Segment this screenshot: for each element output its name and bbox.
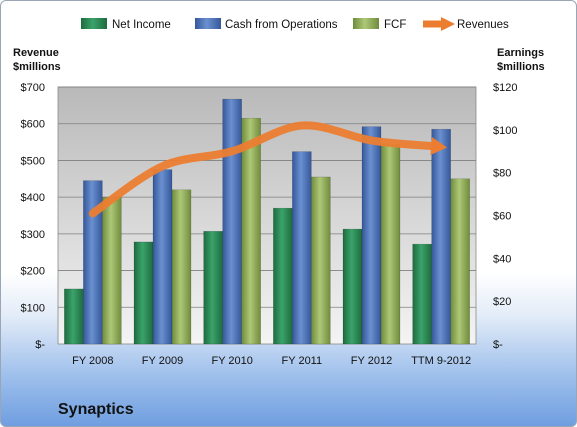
legend-swatch-cash-from-operations	[195, 18, 221, 29]
left-axis-title-line2: $millions	[13, 61, 61, 73]
net-income-bar	[133, 241, 154, 345]
fcf-bar	[380, 143, 401, 345]
fcf-bar	[311, 176, 331, 345]
right-tick-label: $-	[493, 339, 503, 351]
right-axis-title-line1: Earnings	[497, 47, 544, 59]
gridlines	[58, 86, 476, 308]
category-tick-label: TTM 9-2012	[411, 355, 471, 367]
legend-label-fcf: FCF	[384, 19, 406, 31]
plot-area	[57, 86, 477, 345]
left-tick-label: $400	[21, 192, 45, 204]
category-tick-label: FY 2012	[351, 355, 392, 367]
right-tick-label: $20	[493, 296, 511, 308]
legend: Net Income Cash from Operations FCF Reve…	[81, 17, 509, 31]
right-tick-label: $100	[493, 125, 517, 137]
cash-from-operations-bar	[361, 126, 382, 345]
net-income-bar	[412, 243, 432, 345]
legend-label-revenues: Revenues	[457, 19, 509, 31]
legend-label-cash-from-operations: Cash from Operations	[225, 19, 338, 31]
cash-from-operations-bar	[222, 98, 242, 345]
fcf-bar	[450, 178, 470, 345]
fcf-bar	[102, 196, 122, 345]
left-tick-label: $200	[21, 266, 45, 278]
category-tick-label: FY 2010	[211, 355, 252, 367]
net-income-bar	[203, 231, 223, 345]
revenue-line	[88, 121, 448, 218]
fcf-bar	[171, 189, 192, 345]
right-tick-label: $120	[493, 82, 517, 94]
right-tick-label: $60	[493, 211, 511, 223]
cash-from-operations-bar	[292, 151, 312, 345]
legend-arrowhead-revenues	[441, 17, 455, 31]
net-income-bar	[64, 288, 84, 345]
cash-from-operations-bar	[431, 128, 451, 345]
revenue-line-arrowhead	[430, 137, 448, 155]
category-tick-label: FY 2009	[142, 355, 183, 367]
right-tick-label: $40	[493, 253, 511, 265]
cash-from-operations-bar	[152, 169, 173, 345]
left-tick-label: $600	[21, 119, 45, 131]
bars	[64, 98, 470, 345]
category-tick-label: FY 2011	[282, 355, 323, 367]
right-tick-label: $80	[493, 168, 511, 180]
chart-title: Synaptics	[58, 401, 134, 418]
net-income-bar	[342, 228, 363, 345]
left-tick-label: $100	[21, 302, 45, 314]
net-income-bar	[273, 207, 293, 345]
right-axis-ticks: $- $20 $40 $60 $80 $100 $120	[493, 82, 517, 351]
left-tick-label: $700	[21, 82, 45, 94]
left-tick-label: $-	[35, 339, 45, 351]
left-axis-ticks: $- $100 $200 $300 $400 $500 $600 $700	[21, 82, 46, 351]
left-axis-title-line1: Revenue	[13, 47, 59, 59]
revenue-line-path	[88, 121, 436, 218]
right-axis-title-line2: $millions	[497, 61, 545, 73]
legend-swatch-fcf	[353, 18, 379, 29]
legend-label-net-income: Net Income	[112, 19, 171, 31]
category-axis-ticks: FY 2008 FY 2009 FY 2010 FY 2011 FY 2012 TTM 9…	[72, 355, 471, 367]
legend-swatch-net-income	[81, 18, 107, 29]
left-tick-label: $300	[21, 229, 45, 241]
left-tick-label: $500	[21, 155, 45, 167]
fcf-bar	[241, 117, 261, 345]
category-tick-label: FY 2008	[72, 355, 113, 367]
